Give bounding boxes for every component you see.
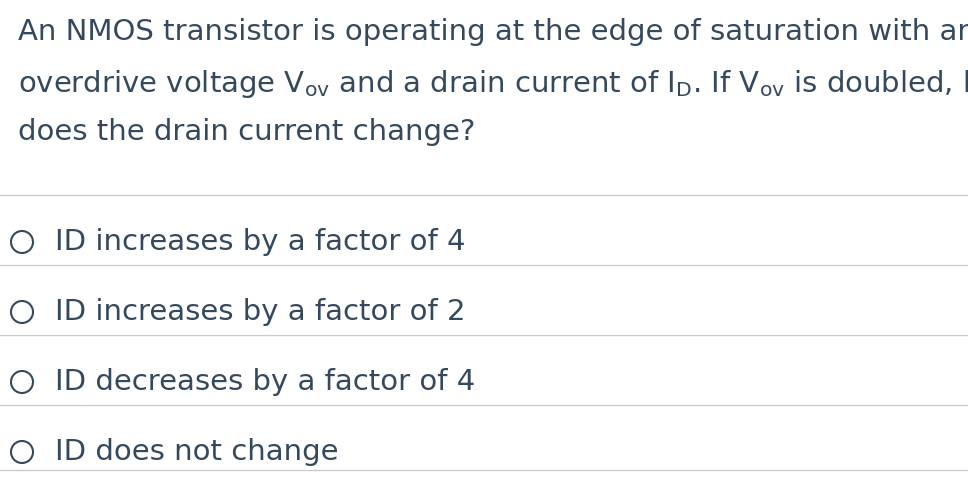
Text: does the drain current change?: does the drain current change? [18, 118, 475, 146]
Text: ID does not change: ID does not change [55, 438, 339, 466]
Text: ID increases by a factor of 4: ID increases by a factor of 4 [55, 228, 466, 256]
Text: ID decreases by a factor of 4: ID decreases by a factor of 4 [55, 368, 475, 396]
Text: overdrive voltage V$_{\mathregular{ov}}$ and a drain current of I$_{\mathregular: overdrive voltage V$_{\mathregular{ov}}$… [18, 68, 968, 100]
Text: An NMOS transistor is operating at the edge of saturation with an: An NMOS transistor is operating at the e… [18, 18, 968, 46]
Text: ID increases by a factor of 2: ID increases by a factor of 2 [55, 298, 466, 326]
